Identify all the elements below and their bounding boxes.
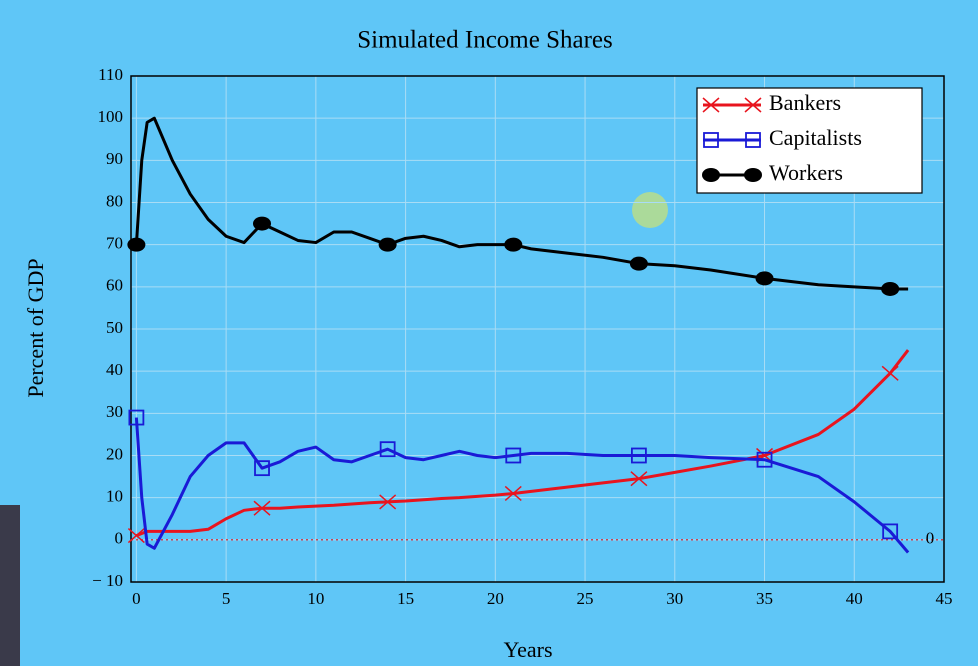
zero-label: 0 bbox=[926, 529, 935, 548]
y-tick-label: 10 bbox=[106, 487, 123, 506]
x-tick-label: 0 bbox=[132, 589, 141, 608]
legend-marker bbox=[745, 132, 761, 148]
y-tick-label: 100 bbox=[98, 107, 124, 126]
marker bbox=[253, 500, 271, 516]
marker bbox=[504, 237, 523, 252]
y-tick-label: 110 bbox=[98, 65, 123, 84]
x-tick-label: 5 bbox=[222, 589, 231, 608]
marker bbox=[254, 460, 270, 477]
y-tick-label: 50 bbox=[106, 318, 123, 337]
marker bbox=[755, 271, 774, 286]
chart-title: Simulated Income Shares bbox=[357, 27, 613, 54]
marker bbox=[128, 409, 145, 426]
legend-label: Capitalists bbox=[769, 125, 862, 150]
marker bbox=[881, 281, 900, 296]
marker bbox=[881, 365, 899, 381]
x-tick-label: 10 bbox=[307, 589, 324, 608]
x-tick-label: 20 bbox=[487, 589, 504, 608]
y-tick-label: 0 bbox=[115, 529, 124, 548]
marker bbox=[756, 451, 773, 468]
legend-label: Workers bbox=[769, 160, 843, 185]
series-line bbox=[134, 116, 909, 291]
plot-border bbox=[130, 75, 945, 583]
x-tick-label: 25 bbox=[577, 589, 594, 608]
x-tick-label: 15 bbox=[397, 589, 414, 608]
series-line bbox=[135, 349, 910, 538]
y-tick-label: 20 bbox=[106, 444, 123, 463]
marker bbox=[253, 216, 272, 231]
marker bbox=[379, 441, 396, 458]
marker bbox=[379, 494, 397, 510]
legend-marker bbox=[702, 97, 720, 113]
y-tick-label: 80 bbox=[106, 191, 123, 210]
marker bbox=[882, 523, 899, 540]
marker bbox=[631, 447, 647, 464]
x-tick-label: 35 bbox=[756, 589, 773, 608]
y-tick-label: 90 bbox=[106, 149, 123, 168]
legend-marker bbox=[744, 97, 762, 113]
series-line bbox=[134, 417, 910, 554]
x-tick-label: 30 bbox=[666, 589, 683, 608]
cursor-highlight bbox=[632, 192, 668, 228]
y-axis-label: Percent of GDP bbox=[23, 258, 48, 397]
x-axis-label: Years bbox=[503, 637, 552, 662]
legend-marker bbox=[702, 168, 720, 182]
legend-marker bbox=[703, 132, 719, 148]
y-tick-label: − 10 bbox=[92, 571, 123, 590]
marker bbox=[378, 237, 397, 252]
legend-marker bbox=[744, 168, 762, 182]
y-tick-label: 60 bbox=[106, 276, 123, 295]
y-tick-label: 40 bbox=[106, 360, 123, 379]
y-tick-label: 70 bbox=[106, 234, 123, 253]
marker bbox=[505, 447, 522, 464]
marker bbox=[630, 471, 648, 487]
side-strip bbox=[0, 505, 20, 666]
y-tick-label: 30 bbox=[106, 402, 123, 421]
x-tick-label: 45 bbox=[936, 589, 953, 608]
x-tick-label: 40 bbox=[846, 589, 863, 608]
marker bbox=[504, 485, 522, 502]
marker bbox=[127, 528, 145, 544]
marker bbox=[629, 256, 648, 271]
marker bbox=[127, 237, 146, 252]
legend-label: Bankers bbox=[769, 90, 841, 115]
